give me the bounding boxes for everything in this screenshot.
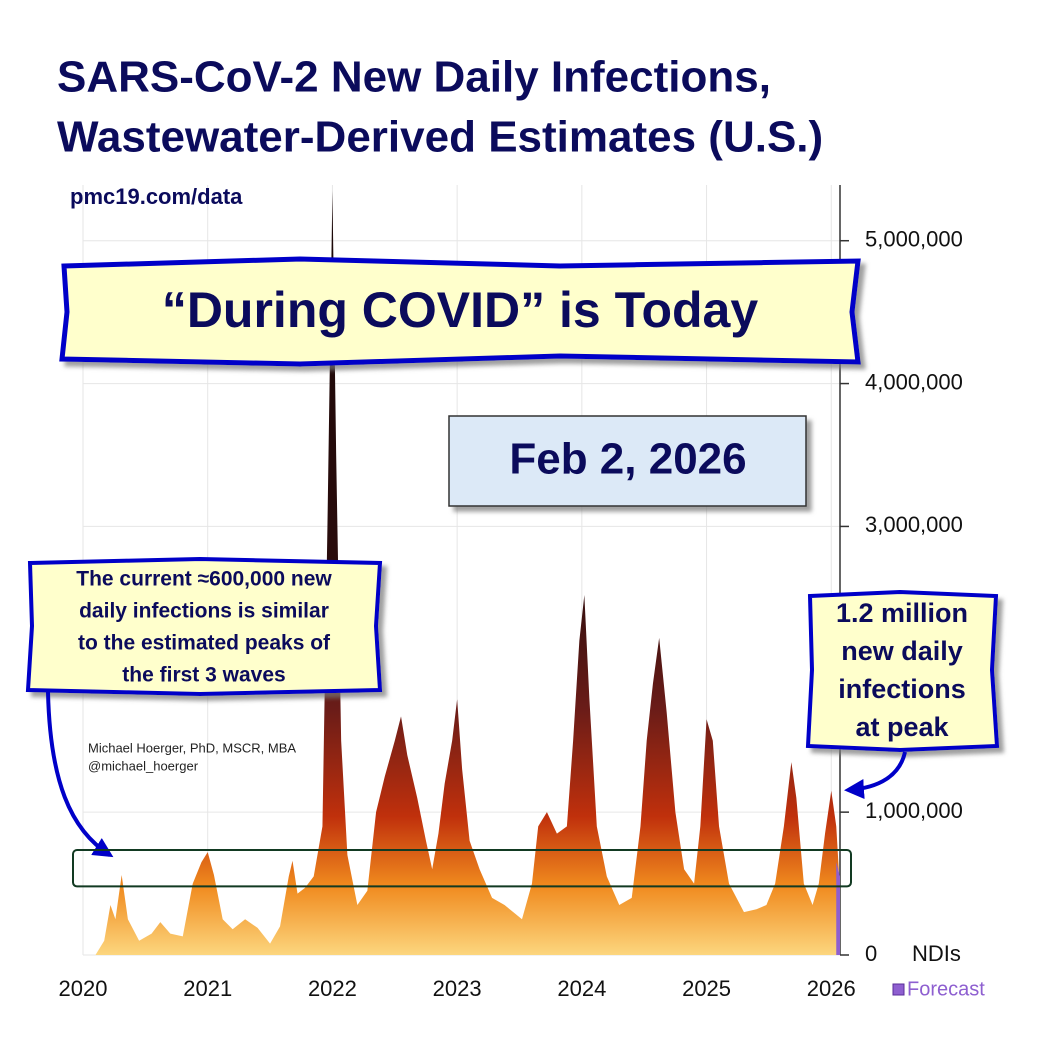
x-tick-label: 2024 — [557, 976, 606, 1001]
y-tick-label: 0 — [865, 941, 877, 966]
left-callout-box — [25, 556, 383, 697]
callout-line: daily infections is similar — [79, 600, 329, 623]
author: Michael Hoerger, PhD, MSCR, MBA — [88, 740, 296, 755]
banner-box — [59, 256, 861, 367]
annotations: SARS-CoV-2 New Daily Infections, Wastewa… — [25, 53, 1000, 1001]
right-callout-box — [805, 589, 1000, 753]
y-axis-label: NDIs — [912, 941, 961, 966]
callout-line: the first 3 waves — [122, 664, 285, 687]
left-arrow — [46, 691, 114, 858]
x-tick-label: 2021 — [183, 976, 232, 1001]
title-line: Wastewater-Derived Estimates (U.S.) — [57, 113, 823, 162]
area — [95, 190, 839, 955]
y-tick-label: 3,000,000 — [865, 512, 963, 537]
highlight-band — [72, 849, 852, 888]
area — [836, 862, 840, 955]
right-arrow — [844, 751, 907, 799]
y-tick-label: 4,000,000 — [865, 369, 963, 394]
callout-line: to the estimated peaks of — [78, 632, 331, 655]
date-box — [448, 415, 807, 507]
x-tick-label: 2026 — [807, 976, 856, 1001]
x-tick-label: 2023 — [433, 976, 482, 1001]
author: @michael_hoerger — [88, 758, 199, 773]
date-text: Feb 2, 2026 — [509, 435, 746, 484]
callout-line: infections — [838, 674, 966, 704]
title-line: SARS-CoV-2 New Daily Infections, — [57, 53, 771, 102]
y-tick-label: 5,000,000 — [865, 227, 963, 252]
x-tick-label: 2020 — [59, 976, 108, 1001]
x-tick-label: 2025 — [682, 976, 731, 1001]
legend-label: Forecast — [907, 978, 985, 1000]
callout-line: at peak — [855, 712, 949, 742]
legend-swatch — [892, 983, 905, 996]
y-tick-label: 1,000,000 — [865, 798, 963, 823]
callout-line: The current ≈600,000 new — [76, 568, 332, 591]
callout-line: 1.2 million — [836, 598, 968, 628]
banner-text: “During COVID” is Today — [162, 282, 759, 338]
x-tick-label: 2022 — [308, 976, 357, 1001]
callout-line: new daily — [841, 636, 963, 666]
source: pmc19.com/data — [70, 184, 243, 209]
